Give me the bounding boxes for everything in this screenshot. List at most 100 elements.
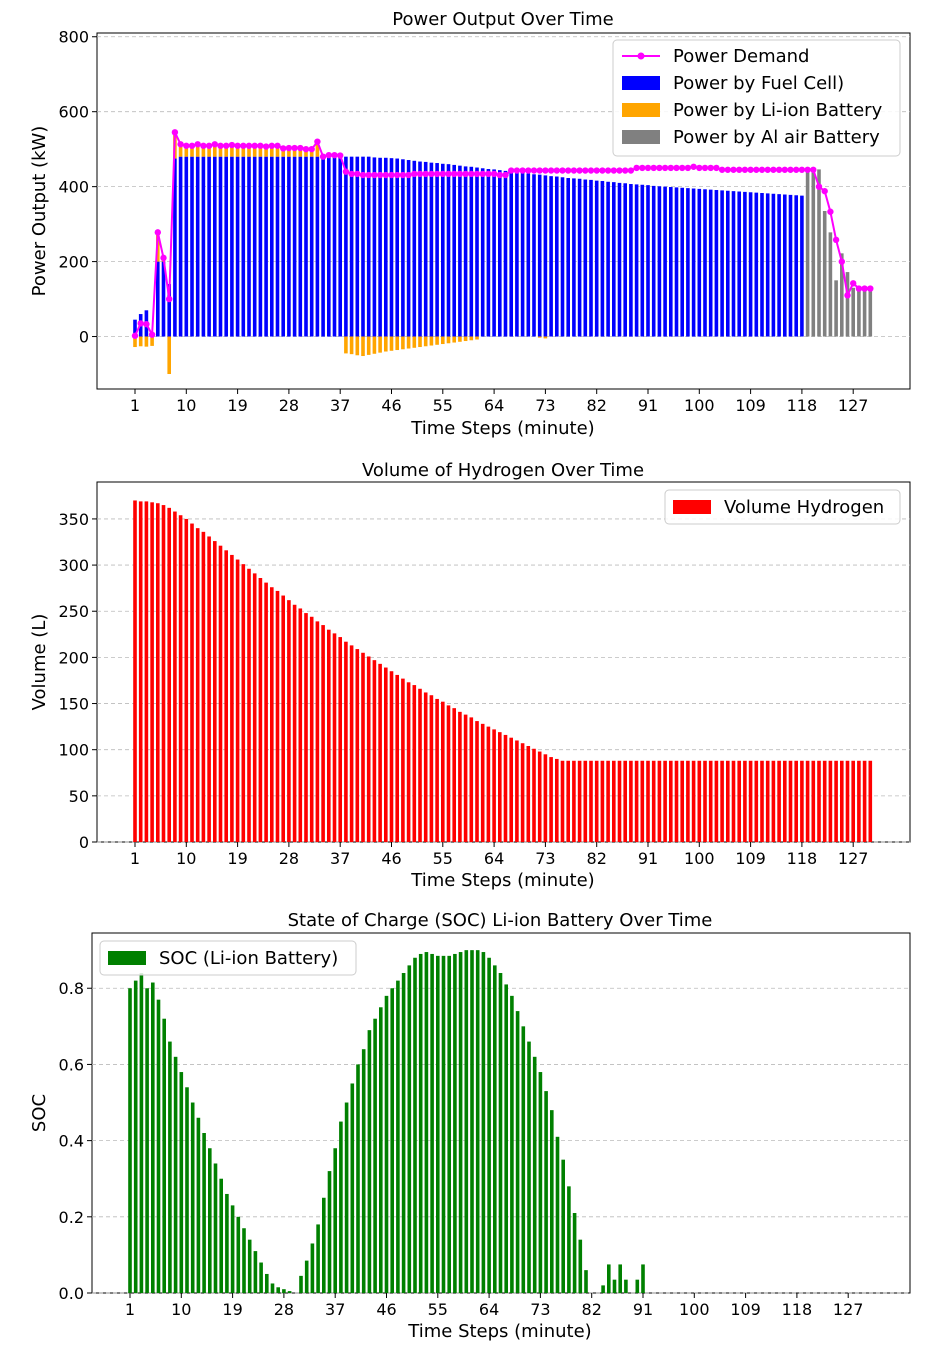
hydrogen-volume-bar bbox=[640, 760, 645, 842]
fuel-cell-bar bbox=[184, 156, 189, 337]
al-air-bar bbox=[857, 287, 861, 337]
hydrogen-volume-bar bbox=[401, 678, 405, 842]
hydrogen-volume-bar bbox=[811, 760, 816, 842]
li-ion-bar bbox=[446, 336, 451, 344]
fuel-cell-bar bbox=[537, 174, 542, 337]
power-demand-point bbox=[530, 167, 538, 174]
hydrogen-volume-bar bbox=[446, 705, 451, 842]
power-demand-point bbox=[137, 320, 144, 327]
soc-bar bbox=[190, 1102, 195, 1293]
li-ion-bar bbox=[537, 336, 542, 338]
hydrogen-volume-bar bbox=[572, 760, 576, 842]
power-demand-point bbox=[690, 163, 697, 170]
fuel-cell-bar bbox=[190, 156, 194, 337]
power-demand-point bbox=[519, 167, 526, 174]
hydrogen-volume-chart: Volume of Hydrogen Over Time 0 50 100 150 20… bbox=[29, 460, 911, 891]
soc-bar bbox=[584, 1270, 588, 1293]
power-demand-point bbox=[365, 171, 372, 179]
power-demand-point bbox=[713, 164, 720, 172]
power-demand-point bbox=[302, 145, 310, 153]
power-demand-point bbox=[411, 170, 418, 178]
x-tick-label: 100 bbox=[684, 396, 715, 415]
power-demand-point bbox=[815, 183, 823, 190]
soc-bar bbox=[265, 1273, 269, 1293]
soc-bar bbox=[282, 1289, 286, 1293]
hydrogen-volume-bar bbox=[195, 528, 200, 842]
y-tick-label: 50 bbox=[69, 787, 89, 806]
li-ion-bar bbox=[184, 145, 189, 157]
power-demand-point bbox=[337, 152, 344, 159]
power-demand-point bbox=[610, 167, 617, 174]
x-tick-label: 46 bbox=[376, 1300, 396, 1319]
fuel-cell-bar bbox=[435, 163, 439, 337]
soc-bar bbox=[635, 1279, 640, 1293]
al-air-bar bbox=[805, 169, 810, 337]
power-demand-point bbox=[405, 171, 412, 179]
fuel-cell-bar bbox=[669, 187, 673, 337]
fuel-cell-bar bbox=[355, 156, 360, 337]
fuel-cell-bar bbox=[458, 165, 462, 337]
fuel-cell-bar bbox=[543, 175, 548, 337]
soc-bar bbox=[333, 1148, 337, 1293]
power-demand-point bbox=[673, 164, 680, 172]
soc-bar bbox=[344, 1102, 349, 1293]
hydrogen-volume-bar bbox=[691, 760, 696, 842]
power-demand-point bbox=[764, 166, 771, 173]
x-tick-label: 19 bbox=[227, 849, 247, 868]
legend-volume-hydrogen: Volume Hydrogen bbox=[724, 497, 884, 518]
soc-bar bbox=[384, 995, 389, 1293]
hydrogen-volume-bar bbox=[315, 621, 320, 842]
hydrogen-volume-bar bbox=[777, 760, 781, 842]
fuel-cell-bar bbox=[475, 167, 479, 337]
soc-legend-box bbox=[99, 940, 357, 976]
fuel-cell-bar bbox=[133, 319, 137, 337]
hydrogen-volume-bar bbox=[526, 746, 531, 842]
al-air-bar bbox=[868, 287, 873, 337]
hydrogen-volume-bar bbox=[270, 587, 274, 842]
x-tick-label: 118 bbox=[787, 396, 818, 415]
hydrogen-volume-bar bbox=[674, 760, 679, 842]
li-ion-bar bbox=[355, 336, 360, 356]
li-ion-bar bbox=[412, 336, 417, 348]
li-ion-bar bbox=[201, 145, 206, 157]
power-demand-point bbox=[274, 142, 281, 149]
power-demand-point bbox=[171, 129, 179, 136]
al-air-bar bbox=[851, 287, 855, 337]
x-tick-label: 82 bbox=[582, 1300, 602, 1319]
soc-bar bbox=[527, 1041, 531, 1293]
soc-bar bbox=[441, 955, 446, 1293]
fuel-cell-bar bbox=[412, 160, 417, 337]
power-demand-point bbox=[399, 171, 407, 179]
soc-bar bbox=[128, 988, 132, 1293]
hydrogen-volume-bar bbox=[406, 682, 411, 842]
hydrogen-volume-bar bbox=[423, 692, 428, 842]
li-ion-bar bbox=[441, 336, 445, 345]
y-tick-label: 300 bbox=[58, 556, 89, 575]
hydrogen-volume-bar bbox=[207, 536, 211, 842]
hydrogen-volume-bar bbox=[634, 760, 639, 842]
power-demand-point bbox=[679, 164, 686, 172]
power-demand-point bbox=[416, 170, 424, 178]
soc-bar bbox=[567, 1186, 571, 1293]
li-ion-bar bbox=[195, 144, 200, 157]
x-tick-label: 28 bbox=[279, 396, 299, 415]
power-demand-point bbox=[262, 143, 270, 150]
fuel-cell-bar bbox=[463, 166, 468, 337]
fuel-cell-bar bbox=[389, 158, 394, 337]
li-ion-bar bbox=[207, 145, 211, 157]
soc-bar bbox=[350, 1083, 355, 1293]
power-demand-point bbox=[513, 167, 521, 174]
hydrogen-volume-bar bbox=[720, 760, 724, 842]
power-demand-point bbox=[718, 166, 726, 173]
hydrogen-volume-bar bbox=[657, 760, 662, 842]
power-demand-point bbox=[747, 166, 754, 173]
x-tick-label: 109 bbox=[735, 849, 766, 868]
fuel-cell-bar bbox=[213, 156, 217, 337]
fuel-cell-bar bbox=[486, 169, 491, 337]
hydrogen-volume-bar bbox=[857, 760, 861, 842]
hydrogen-volume-bar bbox=[213, 541, 217, 842]
fuel-cell-bar bbox=[560, 177, 565, 337]
fuel-cell-bar bbox=[714, 190, 719, 337]
hydrogen-volume-bar bbox=[703, 760, 707, 842]
fuel-cell-bar bbox=[731, 191, 736, 337]
